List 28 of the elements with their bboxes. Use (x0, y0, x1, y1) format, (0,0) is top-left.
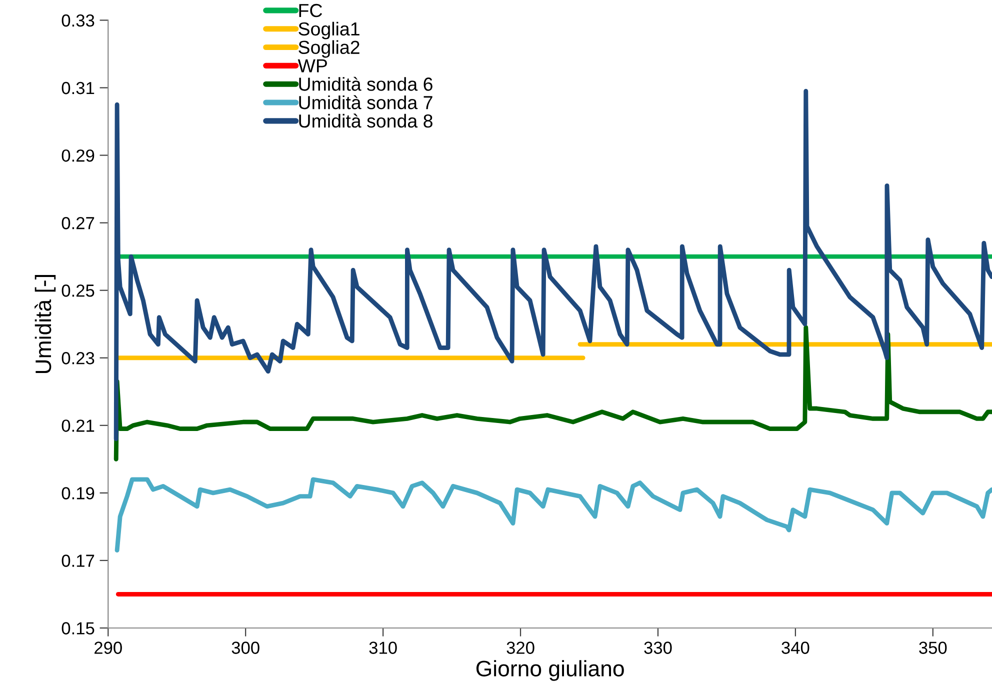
y-tick-label: 0.17 (62, 554, 94, 567)
line-series (114, 325, 992, 462)
y-tick-label: 0.25 (62, 284, 94, 297)
legend-label: Soglia1 (298, 22, 360, 40)
y-tick-label: 0.31 (62, 82, 94, 94)
y-axis-title: Umidità [-] (34, 275, 56, 374)
y-tick-label: 0.21 (62, 420, 94, 432)
y-tick-label: 0.29 (62, 149, 94, 162)
y-tick-label: 0.19 (62, 487, 94, 500)
y-tick-label: 0.27 (62, 216, 94, 230)
x-tick-label: 320 (506, 642, 534, 654)
x-tick-label: 310 (369, 642, 397, 654)
legend-label: Umidità sonda 6 (299, 76, 432, 91)
line-series (114, 477, 992, 553)
x-tick-label: 290 (94, 642, 122, 654)
x-axis-title: Giorno giuliano (476, 660, 624, 681)
legend-label: WP (298, 59, 327, 72)
legend-label: Umidità sonda 7 (299, 95, 432, 110)
y-tick-label: 0.15 (62, 622, 94, 634)
y-tick-label: 0.33 (62, 14, 94, 27)
x-tick-label: 330 (644, 642, 672, 654)
x-tick-label: 350 (919, 642, 947, 654)
legend-label: FC (299, 4, 322, 18)
y-tick-label: 0.23 (62, 352, 94, 364)
legend-label: Umidità sonda 8 (299, 114, 432, 128)
x-tick-label: 300 (232, 642, 260, 654)
x-tick-label: 340 (782, 642, 810, 654)
legend-label: Soglia2 (298, 40, 360, 58)
